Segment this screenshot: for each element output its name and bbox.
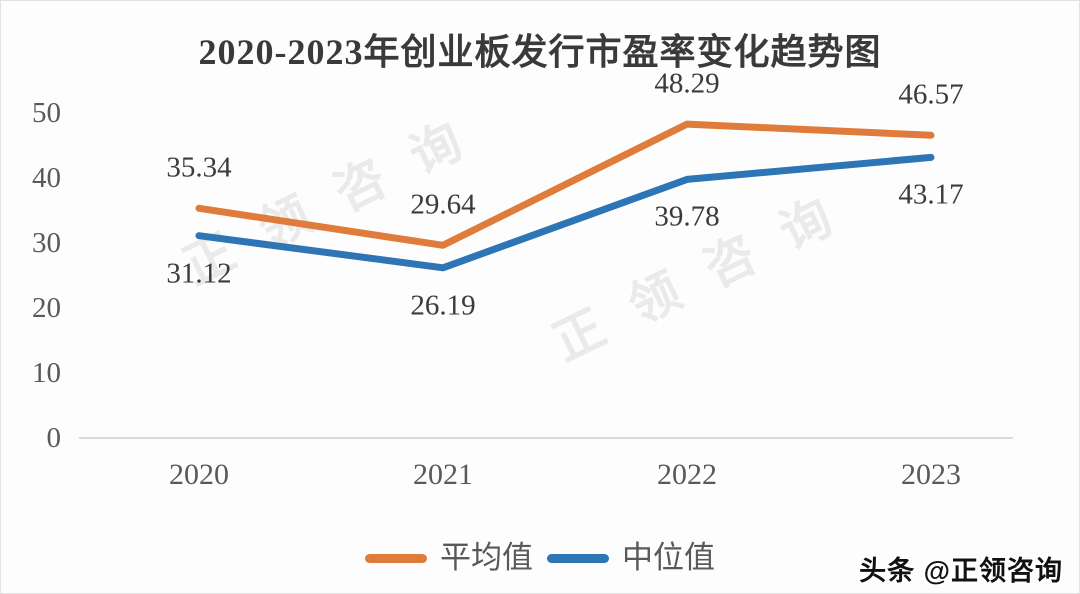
series-line-1 [195, 153, 935, 272]
legend-label-average: 平均值 [440, 540, 533, 575]
data-label: 35.34 [166, 151, 232, 184]
chart-title: 2020-2023年创业板发行市盈率变化趋势图 [198, 32, 882, 72]
chart-legend: 平均值 中位值 [1, 535, 1079, 581]
data-label: 43.17 [898, 178, 964, 211]
data-label: 39.78 [654, 200, 720, 233]
credit-watermark: 头条 @正领咨询 [859, 556, 1063, 586]
x-tick-label: 2020 [169, 458, 229, 491]
x-tick-label: 2023 [901, 458, 961, 491]
median-line-swatch-icon [547, 553, 609, 563]
legend-label-median: 中位值 [622, 540, 715, 575]
x-tick-label: 2022 [657, 458, 717, 491]
data-label: 29.64 [410, 188, 476, 221]
y-tick-label: 0 [46, 422, 62, 454]
legend-item-average: 平均值 [365, 541, 533, 575]
y-tick-label: 10 [32, 357, 61, 389]
average-line-swatch-icon [365, 553, 427, 563]
legend-item-median: 中位值 [547, 541, 715, 575]
x-tick-label: 2021 [413, 458, 473, 491]
y-tick-label: 30 [32, 227, 61, 259]
data-label: 26.19 [410, 289, 476, 322]
series-line-0 [195, 120, 935, 249]
data-label: 31.12 [166, 257, 232, 290]
y-tick-label: 50 [32, 97, 61, 129]
data-label: 48.29 [654, 67, 720, 100]
data-label: 46.57 [898, 78, 964, 111]
y-tick-label: 20 [32, 292, 61, 324]
y-tick-label: 40 [32, 162, 61, 194]
